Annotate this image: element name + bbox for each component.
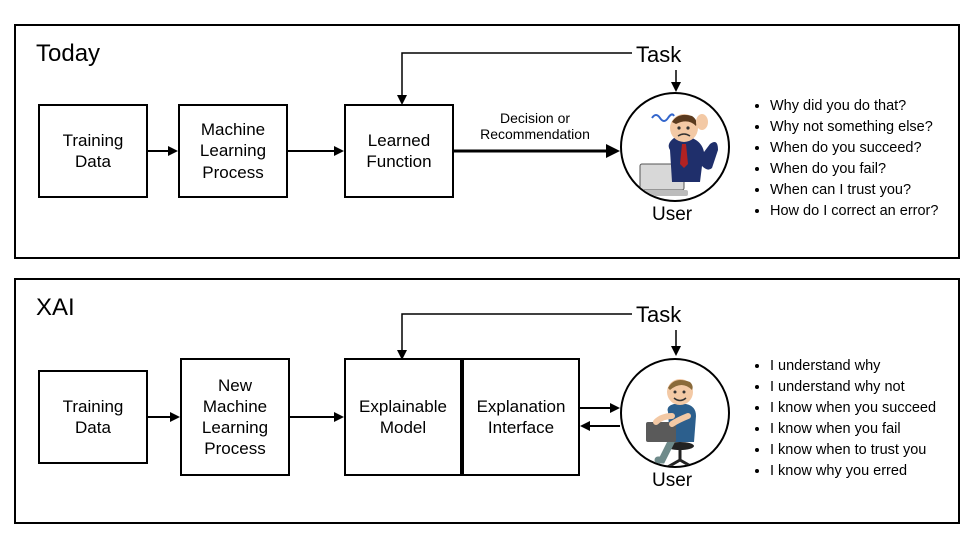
arrow-nml-to-exp-xai bbox=[290, 410, 344, 424]
arrow-ei-to-user-xai bbox=[580, 401, 620, 415]
box-training-data-today: TrainingData bbox=[38, 104, 148, 198]
bullet-item: I know when you fail bbox=[770, 419, 936, 440]
box-ml-process-today: MachineLearningProcess bbox=[178, 104, 288, 198]
edge-label-decision: Decision orRecommendation bbox=[470, 110, 600, 142]
arrow-task-to-exp-xai bbox=[396, 308, 636, 360]
user-label-today: User bbox=[652, 204, 692, 226]
panel-today-title: Today bbox=[36, 40, 100, 68]
confused-user-icon bbox=[622, 94, 730, 202]
task-label-xai: Task bbox=[636, 302, 681, 328]
bullet-item: I know when you succeed bbox=[770, 398, 936, 419]
bullet-item: I know why you erred bbox=[770, 461, 936, 482]
arrow-task-to-lf-today bbox=[396, 47, 636, 105]
arrow-user-to-ei-xai bbox=[580, 419, 620, 433]
bullet-item: When do you succeed? bbox=[770, 138, 938, 159]
bullet-item: When do you fail? bbox=[770, 159, 938, 180]
bullet-item: Why not something else? bbox=[770, 117, 938, 138]
bullets-xai: I understand why I understand why not I … bbox=[752, 356, 936, 482]
arrow-ml-to-lf-today bbox=[288, 144, 344, 158]
box-explainable-model: ExplainableModel bbox=[344, 358, 462, 476]
user-circle-xai bbox=[620, 358, 730, 468]
box-learned-function: LearnedFunction bbox=[344, 104, 454, 198]
arrow-task-to-user-xai bbox=[670, 330, 682, 356]
bullet-item: How do I correct an error? bbox=[770, 201, 938, 222]
box-explanation-interface: ExplanationInterface bbox=[462, 358, 580, 476]
bullet-item: When can I trust you? bbox=[770, 180, 938, 201]
arrow-td-to-nml-xai bbox=[148, 410, 180, 424]
bullet-item: I know when to trust you bbox=[770, 440, 936, 461]
happy-user-icon bbox=[622, 360, 730, 468]
arrow-lf-to-user-today bbox=[454, 143, 620, 159]
box-new-ml-process: NewMachineLearningProcess bbox=[180, 358, 290, 476]
bullet-item: Why did you do that? bbox=[770, 96, 938, 117]
bullet-item: I understand why not bbox=[770, 377, 936, 398]
user-label-xai: User bbox=[652, 470, 692, 492]
arrow-task-to-user-today bbox=[670, 70, 682, 92]
bullet-item: I understand why bbox=[770, 356, 936, 377]
user-circle-today bbox=[620, 92, 730, 202]
panel-xai-title: XAI bbox=[36, 294, 75, 322]
bullets-today: Why did you do that? Why not something e… bbox=[752, 96, 938, 222]
arrow-td-to-ml-today bbox=[148, 144, 178, 158]
diagram-root: Today TrainingData MachineLearningProces… bbox=[0, 0, 974, 539]
task-label-today: Task bbox=[636, 42, 681, 68]
box-training-data-xai: TrainingData bbox=[38, 370, 148, 464]
